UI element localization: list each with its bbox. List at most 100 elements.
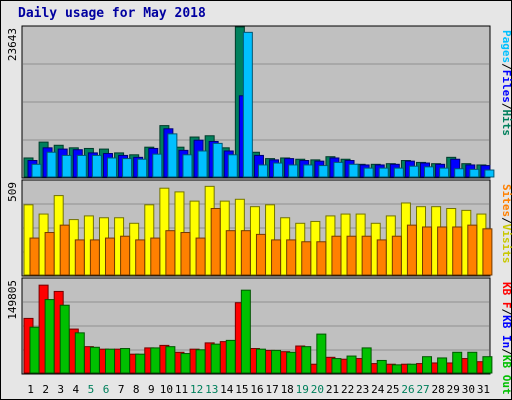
x-tick-label: 2 xyxy=(42,383,49,396)
bar-middle-sites xyxy=(286,239,297,276)
side-legend-bottom: KB F/KB In/KB Out xyxy=(500,282,512,395)
side-legend-top: Pages/Files/Hits xyxy=(500,30,512,136)
bar-top-pages xyxy=(212,142,223,178)
x-tick-label: 1 xyxy=(27,383,34,396)
bar-bottom-kb-in xyxy=(301,346,312,374)
bar-top-pages xyxy=(76,154,87,178)
bar-bottom-kb-in xyxy=(331,358,342,374)
side-legend-item: KB In xyxy=(500,315,512,348)
x-tick-label: 3 xyxy=(57,383,64,396)
side-legend-item: Visits xyxy=(500,224,512,264)
bar-top-pages xyxy=(197,150,208,178)
x-tick-label: 16 xyxy=(250,383,263,396)
bar-middle-sites xyxy=(406,224,417,276)
bar-bottom-kb-in xyxy=(271,349,282,374)
bar-middle-sites xyxy=(376,239,387,276)
bar-top-pages xyxy=(288,164,299,178)
x-tick-label: 6 xyxy=(103,383,110,396)
bar-middle-sites xyxy=(452,226,463,276)
bar-bottom-kb-in xyxy=(104,348,115,374)
bar-top-pages xyxy=(273,162,284,178)
bar-bottom-kb-in xyxy=(210,343,221,374)
bar-top-pages xyxy=(122,158,133,178)
bar-top-pages xyxy=(333,161,344,178)
x-tick-label: 28 xyxy=(432,383,445,396)
bar-middle-sites xyxy=(391,235,402,276)
x-tick-label: 7 xyxy=(118,383,125,396)
bar-top-pages xyxy=(363,167,374,178)
side-legend-item: / xyxy=(500,103,512,110)
bar-top-pages xyxy=(46,151,57,178)
bar-middle-sites xyxy=(331,235,342,276)
bar-middle-sites xyxy=(240,230,251,276)
bar-bottom-kb-in xyxy=(361,347,372,374)
side-legend-item: / xyxy=(500,309,512,316)
side-legend-item: Hits xyxy=(500,110,512,137)
x-tick-label: 29 xyxy=(447,383,460,396)
bar-bottom-kb-in xyxy=(120,348,131,374)
bar-bottom-kb-in xyxy=(195,349,206,374)
x-tick-label: 24 xyxy=(371,383,385,396)
side-legend-middle: Sites/Visits xyxy=(500,184,512,264)
bar-top-pages xyxy=(454,168,465,178)
bar-top-pages xyxy=(408,165,419,178)
bar-middle-sites xyxy=(195,237,206,276)
bar-middle-sites xyxy=(271,239,282,276)
bar-bottom-kb-in xyxy=(255,348,266,374)
bar-middle-sites xyxy=(482,228,493,276)
bar-top-pages xyxy=(348,163,359,178)
bar-top-pages xyxy=(318,165,329,178)
bar-middle-sites xyxy=(44,232,55,276)
bar-middle-sites xyxy=(361,235,372,276)
x-tick-label: 20 xyxy=(311,383,324,396)
bar-bottom-kb-in xyxy=(376,359,387,374)
bar-bottom-kb-in xyxy=(59,304,70,374)
side-legend-item: KB Out xyxy=(500,355,512,395)
chart-title: Daily usage for May 2018 xyxy=(18,6,206,21)
bar-middle-sites xyxy=(467,224,478,276)
side-legend-item: KB F xyxy=(500,282,512,309)
bar-middle-sites xyxy=(89,239,100,276)
bar-top-pages xyxy=(242,31,253,178)
x-tick-label: 23 xyxy=(356,383,369,396)
bar-bottom-kb-in xyxy=(44,299,55,374)
bar-bottom-kb-in xyxy=(89,346,100,374)
x-tick-label: 19 xyxy=(296,383,309,396)
bar-bottom-kb-in xyxy=(437,357,448,374)
bar-top-pages xyxy=(61,154,72,178)
x-tick-label: 10 xyxy=(160,383,173,396)
bar-bottom-kb-in xyxy=(422,356,433,374)
x-tick-label: 5 xyxy=(88,383,95,396)
bar-bottom-kb-in xyxy=(316,333,327,374)
bar-top-pages xyxy=(152,153,163,178)
bar-top-pages xyxy=(182,154,193,178)
x-tick-label: 4 xyxy=(73,383,80,396)
bar-middle-sites xyxy=(120,235,131,276)
side-legend-item: / xyxy=(500,217,512,224)
x-tick-label: 9 xyxy=(148,383,155,396)
x-tick-label: 11 xyxy=(175,383,188,396)
x-tick-label: 15 xyxy=(235,383,248,396)
bar-middle-sites xyxy=(29,237,40,276)
bar-middle-sites xyxy=(422,226,433,276)
x-tick-label: 14 xyxy=(220,383,234,396)
bar-top-pages xyxy=(424,166,435,178)
bar-bottom-kb-in xyxy=(74,332,85,374)
bar-top-pages xyxy=(484,169,495,178)
bar-top-pages xyxy=(31,163,42,178)
bar-top-pages xyxy=(439,167,450,178)
bar-bottom-kb-in xyxy=(150,347,161,374)
y-max-label-top: 23643 xyxy=(6,28,19,61)
x-tick-label: 13 xyxy=(205,383,218,396)
bar-middle-sites xyxy=(135,239,146,276)
x-tick-label: 25 xyxy=(386,383,399,396)
bar-middle-sites xyxy=(165,230,176,276)
x-tick-label: 27 xyxy=(416,383,429,396)
bar-top-pages xyxy=(393,167,404,178)
bar-bottom-kb-in xyxy=(346,355,357,374)
bar-top-pages xyxy=(167,133,178,178)
side-legend-item: Pages xyxy=(500,30,512,63)
bar-bottom-kb-in xyxy=(391,364,402,374)
bar-bottom-kb-in xyxy=(482,356,493,374)
